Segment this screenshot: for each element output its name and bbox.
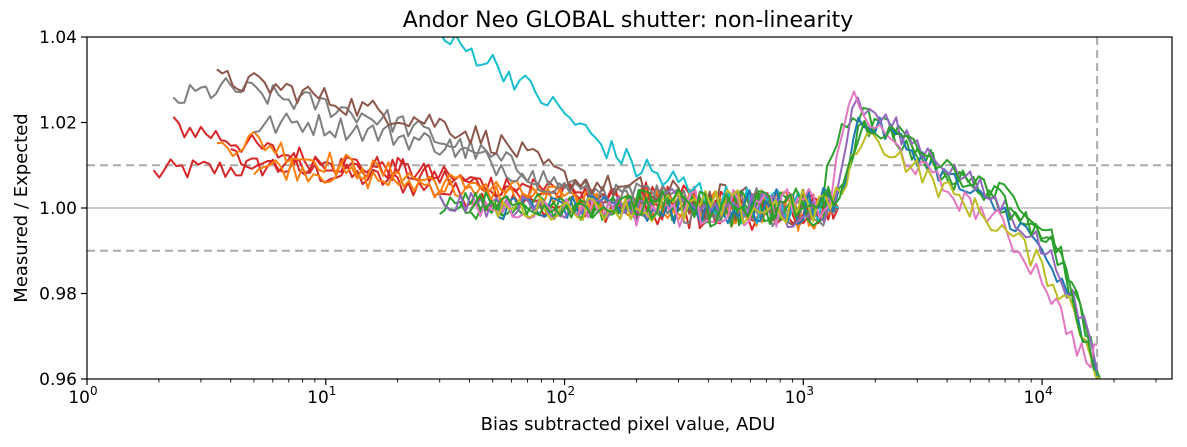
series-line-11 — [439, 118, 1102, 379]
x-tick-label: 103 — [785, 384, 814, 408]
series-line-15 — [491, 132, 1101, 379]
y-axis-label: Measured / Expected — [11, 113, 32, 302]
y-tick-label: 0.98 — [39, 285, 77, 305]
x-tick-label: 102 — [546, 384, 575, 408]
chart-title: Andor Neo GLOBAL shutter: non-linearity — [403, 8, 854, 33]
y-tick-label: 0.96 — [39, 370, 77, 390]
plot-area: 0.96 0.98 1.00 1.02 1.04 100 101 102 103 104 — [39, 28, 1173, 408]
x-tick-label: 100 — [68, 384, 97, 408]
x-tick-label: 101 — [307, 384, 336, 408]
y-tick-label: 1.04 — [39, 28, 77, 48]
x-tick-label: 104 — [1023, 384, 1052, 408]
y-tick-label: 1.00 — [39, 199, 77, 219]
series-line-14 — [468, 90, 1098, 369]
series-line-13 — [438, 96, 1099, 371]
series-line-10 — [438, 106, 1098, 367]
series-line-16 — [468, 120, 1095, 371]
y-tick-label: 1.02 — [39, 114, 77, 134]
x-axis-label: Bias subtracted pixel value, ADU — [481, 414, 776, 435]
plot-content — [87, 37, 1172, 379]
series-line-12 — [491, 116, 1099, 379]
